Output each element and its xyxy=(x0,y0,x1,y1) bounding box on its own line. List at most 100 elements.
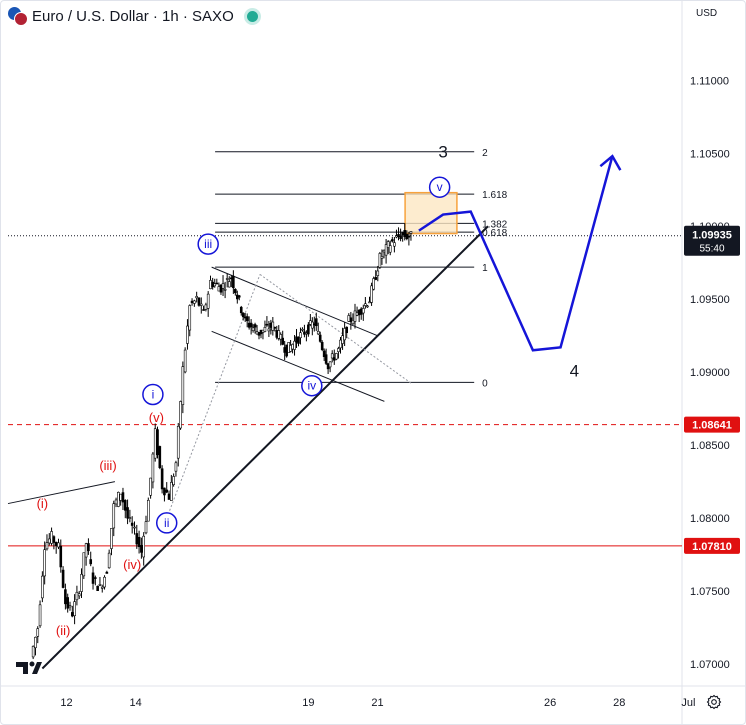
candle-body xyxy=(225,278,229,280)
candle-body xyxy=(316,331,320,335)
candle-body xyxy=(263,327,267,332)
candle-body xyxy=(211,281,214,288)
candle-body xyxy=(395,235,398,238)
candle-body xyxy=(183,349,187,373)
projection-path xyxy=(418,155,614,352)
candle-body xyxy=(213,283,217,287)
x-tick-label: 21 xyxy=(371,697,383,709)
candle-body xyxy=(322,350,326,357)
candle-body xyxy=(386,241,390,248)
settings-gear-icon[interactable] xyxy=(706,694,722,710)
candle-body xyxy=(149,477,152,496)
candle-body xyxy=(176,426,180,459)
candle-body xyxy=(227,281,231,288)
y-tick-label: 1.10500 xyxy=(690,148,730,160)
y-tick-label: 1.07500 xyxy=(690,586,730,598)
bar-countdown-label: 55:40 xyxy=(699,244,724,255)
candle-body xyxy=(126,507,129,519)
candle-body xyxy=(167,493,171,500)
candle-body xyxy=(241,312,245,318)
candle-body xyxy=(112,503,116,529)
candle-body xyxy=(343,328,346,341)
candle-body xyxy=(368,301,371,304)
channel-lower-line xyxy=(211,330,385,402)
candle-body xyxy=(245,316,249,322)
candle-body xyxy=(326,363,330,370)
candle-body xyxy=(133,526,136,529)
upper-trend-line xyxy=(7,481,116,505)
candle-body xyxy=(265,323,269,326)
price-label: 1.07810 xyxy=(692,541,732,553)
candle-body xyxy=(94,577,97,579)
candle-body xyxy=(186,325,189,344)
main-trend-line xyxy=(41,225,489,670)
candle-body xyxy=(320,342,324,350)
y-tick-label: 1.11000 xyxy=(690,75,729,87)
y-tick-label: 1.08500 xyxy=(690,440,730,452)
candle-body xyxy=(114,499,118,505)
candle-body xyxy=(397,234,400,237)
candle-body xyxy=(378,253,382,268)
candle-body xyxy=(253,324,257,328)
candle-body xyxy=(197,297,201,306)
tradingview-logo-icon xyxy=(16,662,28,674)
candle-body xyxy=(73,601,76,617)
candle-body xyxy=(204,304,208,310)
candle-body xyxy=(234,288,237,294)
candle-body xyxy=(251,327,255,331)
candle-body xyxy=(209,280,212,290)
last-price-label: 1.09935 xyxy=(692,230,732,242)
candle-body xyxy=(221,283,225,289)
candle-body xyxy=(156,429,159,456)
candle-body xyxy=(335,353,338,360)
channel-upper-line xyxy=(211,266,378,337)
candle-body xyxy=(153,428,157,459)
candle-body xyxy=(403,230,407,238)
candle-body xyxy=(239,306,243,314)
candle-body xyxy=(80,574,83,592)
candle-body xyxy=(45,542,49,550)
currency-label: USD xyxy=(696,8,717,19)
y-tick-label: 1.09500 xyxy=(690,294,730,306)
wave-label-blue: ii xyxy=(164,516,169,530)
candle-body xyxy=(43,549,46,577)
candle-body xyxy=(299,332,302,339)
candle-body xyxy=(96,585,99,591)
candle-body xyxy=(215,282,219,285)
candle-body xyxy=(337,348,340,352)
candle-body xyxy=(38,604,42,627)
wave-label-circle xyxy=(142,383,164,406)
fib-level-label: 2 xyxy=(482,148,488,159)
candle-body xyxy=(41,575,44,599)
candle-body xyxy=(370,285,373,303)
candle-body xyxy=(188,305,192,331)
price-label: 1.08641 xyxy=(692,420,732,432)
wave-label-blue: i xyxy=(152,387,155,401)
symbol-title[interactable]: Euro / U.S. Dollar · 1h · SAXO xyxy=(32,7,234,25)
wave-label-red: (iv) xyxy=(123,557,141,572)
wave-label-blue: iii xyxy=(204,237,212,251)
candle-body xyxy=(31,646,35,658)
y-tick-label: 1.07000 xyxy=(690,659,730,671)
price-label-box xyxy=(684,416,740,433)
candle-body xyxy=(351,320,355,325)
candle-body xyxy=(237,295,241,298)
candle-body xyxy=(384,244,388,256)
candle-body xyxy=(293,340,296,350)
fib-level-label: 1.618 xyxy=(482,190,507,201)
x-tick-label: 19 xyxy=(302,697,314,709)
candle-body xyxy=(123,500,127,511)
candle-body xyxy=(98,584,102,586)
candle-body xyxy=(318,334,322,342)
price-label-box xyxy=(684,537,740,554)
candle-body xyxy=(89,559,93,565)
candle-body xyxy=(374,277,378,280)
candle-body xyxy=(382,249,386,253)
candle-body xyxy=(137,536,141,547)
candle-body xyxy=(119,493,122,501)
wave-label-circle xyxy=(428,176,451,198)
last-price-box xyxy=(684,225,740,256)
candle-body xyxy=(163,487,166,496)
wave-label-circle xyxy=(155,512,178,534)
